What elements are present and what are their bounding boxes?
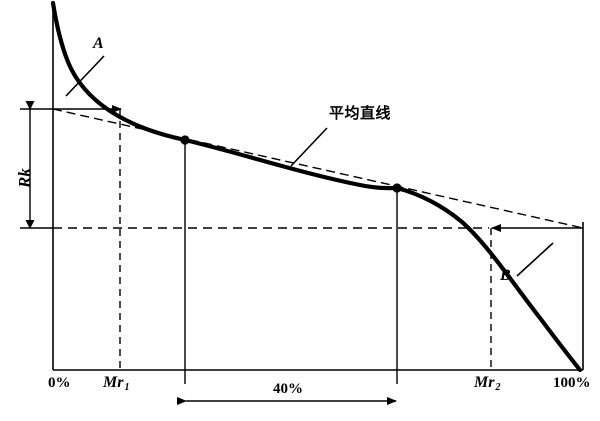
mean-line-leader [290, 127, 328, 167]
span-40-label: 40% [273, 381, 303, 397]
x-axis-end-label: 100% [553, 375, 591, 391]
mr2-intersection-dot [392, 183, 402, 193]
callout-a-leader [65, 55, 105, 97]
callout-b-label: B [500, 267, 511, 284]
mean-straight-line [52, 108, 584, 229]
drop-line-group [119, 109, 492, 384]
mr2-label-text: Mr [474, 374, 495, 391]
axis-group [52, 3, 584, 371]
callout-a-label: A [93, 35, 104, 52]
bearing-area-curve-path [50, 0, 583, 373]
x-axis-origin-label: 0% [48, 375, 71, 391]
mr1-label-text: Mr [103, 374, 124, 391]
mr2-label-subscript: 2 [495, 382, 501, 393]
callout-leader-group [65, 55, 554, 277]
rk-label: Rk [15, 168, 34, 188]
mr1-intersection-dot [180, 135, 190, 145]
mr2-label: Mr2 [474, 375, 500, 393]
mr1-label-subscript: 1 [124, 382, 130, 393]
mr1-label: Mr1 [103, 375, 129, 393]
reference-line-group [20, 105, 583, 232]
callout-b-leader [516, 242, 554, 277]
mean-line-label: 平均直线 [329, 104, 392, 122]
